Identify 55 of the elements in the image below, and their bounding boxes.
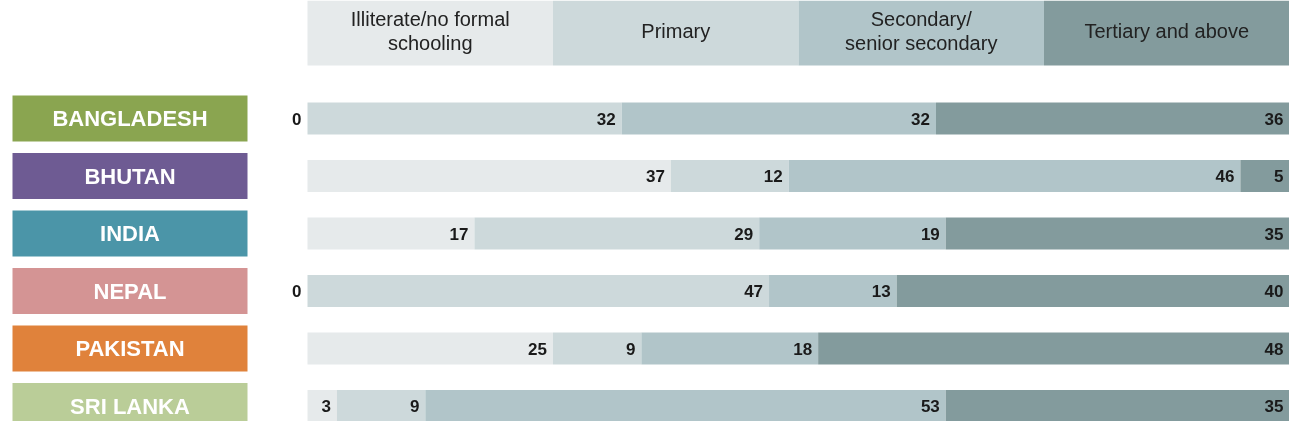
annotation: 0 xyxy=(292,109,302,129)
bar xyxy=(769,275,897,307)
data-label: 35 xyxy=(1264,224,1284,244)
data-label: 29 xyxy=(734,224,754,244)
data-label: 18 xyxy=(793,339,813,359)
bar xyxy=(307,275,770,307)
data-label: 3 xyxy=(321,397,331,416)
y-tick-label: NEPAL xyxy=(93,278,167,304)
bar xyxy=(307,332,553,365)
y-tick-label: BANGLADESH xyxy=(52,106,208,131)
bar xyxy=(425,390,946,421)
data-label: 9 xyxy=(625,339,636,359)
y-tick-label: PAKISTAN xyxy=(75,336,185,361)
data-label: 19 xyxy=(920,224,940,244)
text: Primary xyxy=(641,19,711,42)
bar xyxy=(945,390,1289,421)
text: Illiterate/no formal schooling xyxy=(350,7,510,54)
data-label: 5 xyxy=(1274,167,1284,186)
y-tick-label: INDIA xyxy=(100,221,161,246)
annotation: 0 xyxy=(292,282,302,301)
bar xyxy=(307,160,671,192)
bar xyxy=(896,275,1289,307)
bar xyxy=(670,160,789,192)
data-label: 32 xyxy=(911,109,930,129)
y-tick-label: SRI LANKA xyxy=(70,393,190,419)
data-label: 13 xyxy=(871,282,891,301)
data-label: 17 xyxy=(449,224,469,244)
data-label: 12 xyxy=(763,167,783,186)
text: Tertiary and above xyxy=(1084,19,1250,42)
bar xyxy=(818,332,1289,365)
bar xyxy=(1240,160,1289,192)
bar xyxy=(307,217,475,250)
bar xyxy=(621,102,936,135)
y-tick-label: BHUTAN xyxy=(84,163,176,189)
text: Secondary/ senior secondary xyxy=(845,7,998,54)
bar xyxy=(553,332,642,365)
data-label: 37 xyxy=(645,167,665,186)
data-label: 25 xyxy=(528,339,548,359)
bar xyxy=(788,160,1241,192)
bar xyxy=(641,332,819,365)
bar xyxy=(474,217,760,250)
data-label: 53 xyxy=(920,397,940,416)
data-label: 35 xyxy=(1264,397,1284,416)
bar xyxy=(336,390,426,421)
data-label: 36 xyxy=(1264,109,1284,129)
bar xyxy=(759,217,946,250)
data-label: 32 xyxy=(596,109,616,129)
data-label: 47 xyxy=(744,282,764,301)
bar xyxy=(307,102,622,135)
data-label: 46 xyxy=(1215,167,1235,186)
data-label: 48 xyxy=(1264,339,1284,359)
bar xyxy=(945,217,1289,250)
data-label: 9 xyxy=(409,397,420,416)
data-label: 40 xyxy=(1264,282,1284,301)
bar xyxy=(935,102,1289,135)
